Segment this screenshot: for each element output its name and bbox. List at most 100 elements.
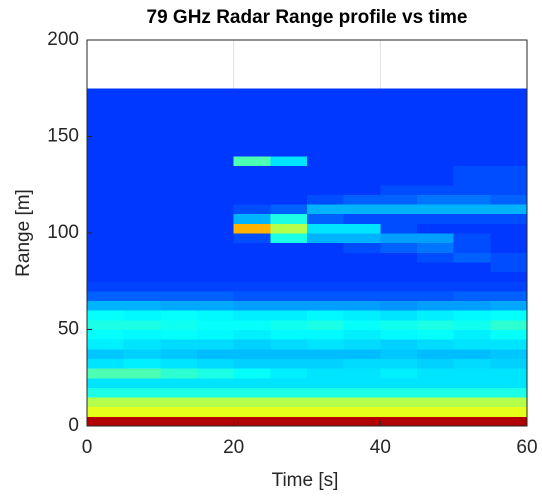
heatmap-cell [343, 155, 381, 166]
heatmap-cell [453, 387, 491, 398]
heatmap-cell [307, 184, 345, 195]
heatmap-cell [417, 300, 455, 311]
heatmap-cell [197, 175, 235, 186]
heatmap-cell [417, 368, 455, 379]
heatmap-cell [233, 319, 271, 330]
heatmap-cell [197, 416, 235, 427]
heatmap-cell [307, 88, 345, 99]
heatmap-cell [87, 126, 125, 137]
heatmap-cell [87, 194, 125, 205]
heatmap-cell [307, 281, 345, 292]
heatmap-cell [417, 416, 455, 427]
heatmap-cell [160, 88, 198, 99]
heatmap-cell [123, 233, 161, 244]
heatmap-cell [197, 368, 235, 379]
heatmap-cell [380, 117, 418, 128]
heatmap-cell [453, 204, 491, 215]
heatmap-cell [197, 88, 235, 99]
heatmap-cell [160, 368, 198, 379]
heatmap-cell [233, 348, 271, 359]
heatmap-cell [453, 319, 491, 330]
heatmap-cell [380, 416, 418, 427]
heatmap-cell [343, 126, 381, 137]
heatmap-cell [87, 348, 125, 359]
heatmap-cell [307, 271, 345, 282]
heatmap-cell [343, 175, 381, 186]
heatmap-cell [343, 97, 381, 109]
heatmap-cell [343, 387, 381, 398]
heatmap-cell [270, 184, 308, 195]
heatmap-cell [490, 319, 528, 330]
heatmap-cell [490, 117, 528, 128]
heatmap-cell [233, 97, 271, 109]
heatmap-cell [453, 213, 491, 224]
heatmap-cell [160, 281, 198, 292]
heatmap-cell [123, 117, 161, 128]
heatmap-cell [270, 290, 308, 302]
heatmap-cell [123, 368, 161, 379]
heatmap-cell [123, 261, 161, 273]
y-axis-label: Range [m] [13, 189, 34, 277]
heatmap-cell [343, 271, 381, 282]
heatmap-cell [197, 117, 235, 128]
heatmap-cell [123, 242, 161, 253]
heatmap-cell [343, 136, 381, 147]
heatmap-cell [490, 329, 528, 340]
heatmap-cell [380, 387, 418, 398]
heatmap-cell [160, 358, 198, 369]
heatmap-cell [87, 204, 125, 215]
heatmap-cell [380, 300, 418, 311]
heatmap-cell [417, 358, 455, 369]
heatmap-cell [417, 348, 455, 359]
heatmap-cell [417, 290, 455, 302]
heatmap-cell [490, 261, 528, 273]
heatmap-cell [197, 213, 235, 224]
heatmap-cell [160, 184, 198, 195]
heatmap-cell [87, 117, 125, 128]
heatmap-cell [380, 97, 418, 109]
heatmap-cell [197, 358, 235, 369]
heatmap-cell [197, 397, 235, 408]
heatmap-cell [123, 252, 161, 263]
heatmap-cell [160, 252, 198, 263]
heatmap-cell [160, 223, 198, 234]
heatmap-cell [160, 194, 198, 205]
y-tick-label: 150 [47, 126, 79, 147]
heatmap-cell [453, 175, 491, 186]
heatmap-cell [490, 184, 528, 195]
heatmap-cell [270, 204, 308, 215]
heatmap-cell [123, 213, 161, 224]
heatmap-cell [160, 416, 198, 427]
heatmap-cell [380, 271, 418, 282]
heatmap-cell [87, 271, 125, 282]
heatmap-cell [270, 416, 308, 427]
heatmap-cell [270, 348, 308, 359]
heatmap-cell [343, 204, 381, 215]
heatmap-cell [453, 97, 491, 109]
heatmap-cell [417, 271, 455, 282]
heatmap-cell [307, 126, 345, 137]
heatmap-cell [380, 319, 418, 330]
heatmap-cell [233, 194, 271, 205]
chart-title: 79 GHz Radar Range profile vs time [147, 7, 468, 28]
heatmap-cell [87, 136, 125, 147]
heatmap-cell [307, 310, 345, 321]
heatmap-cell [270, 281, 308, 292]
heatmap-cell [490, 107, 528, 118]
heatmap-cell [417, 136, 455, 147]
heatmap-cell [453, 184, 491, 195]
heatmap-cell [233, 281, 271, 292]
heatmap-cell [123, 175, 161, 186]
heatmap-cell [233, 213, 271, 224]
heatmap-cell [307, 290, 345, 302]
heatmap-cell [490, 233, 528, 244]
heatmap-cell [270, 358, 308, 369]
heatmap-cell [123, 290, 161, 302]
heatmap-cell [380, 290, 418, 302]
heatmap-cell [197, 155, 235, 166]
heatmap-cell [270, 310, 308, 321]
heatmap-cell [343, 261, 381, 273]
heatmap-cell [87, 387, 125, 398]
heatmap-cell [123, 88, 161, 99]
heatmap-cell [87, 300, 125, 311]
